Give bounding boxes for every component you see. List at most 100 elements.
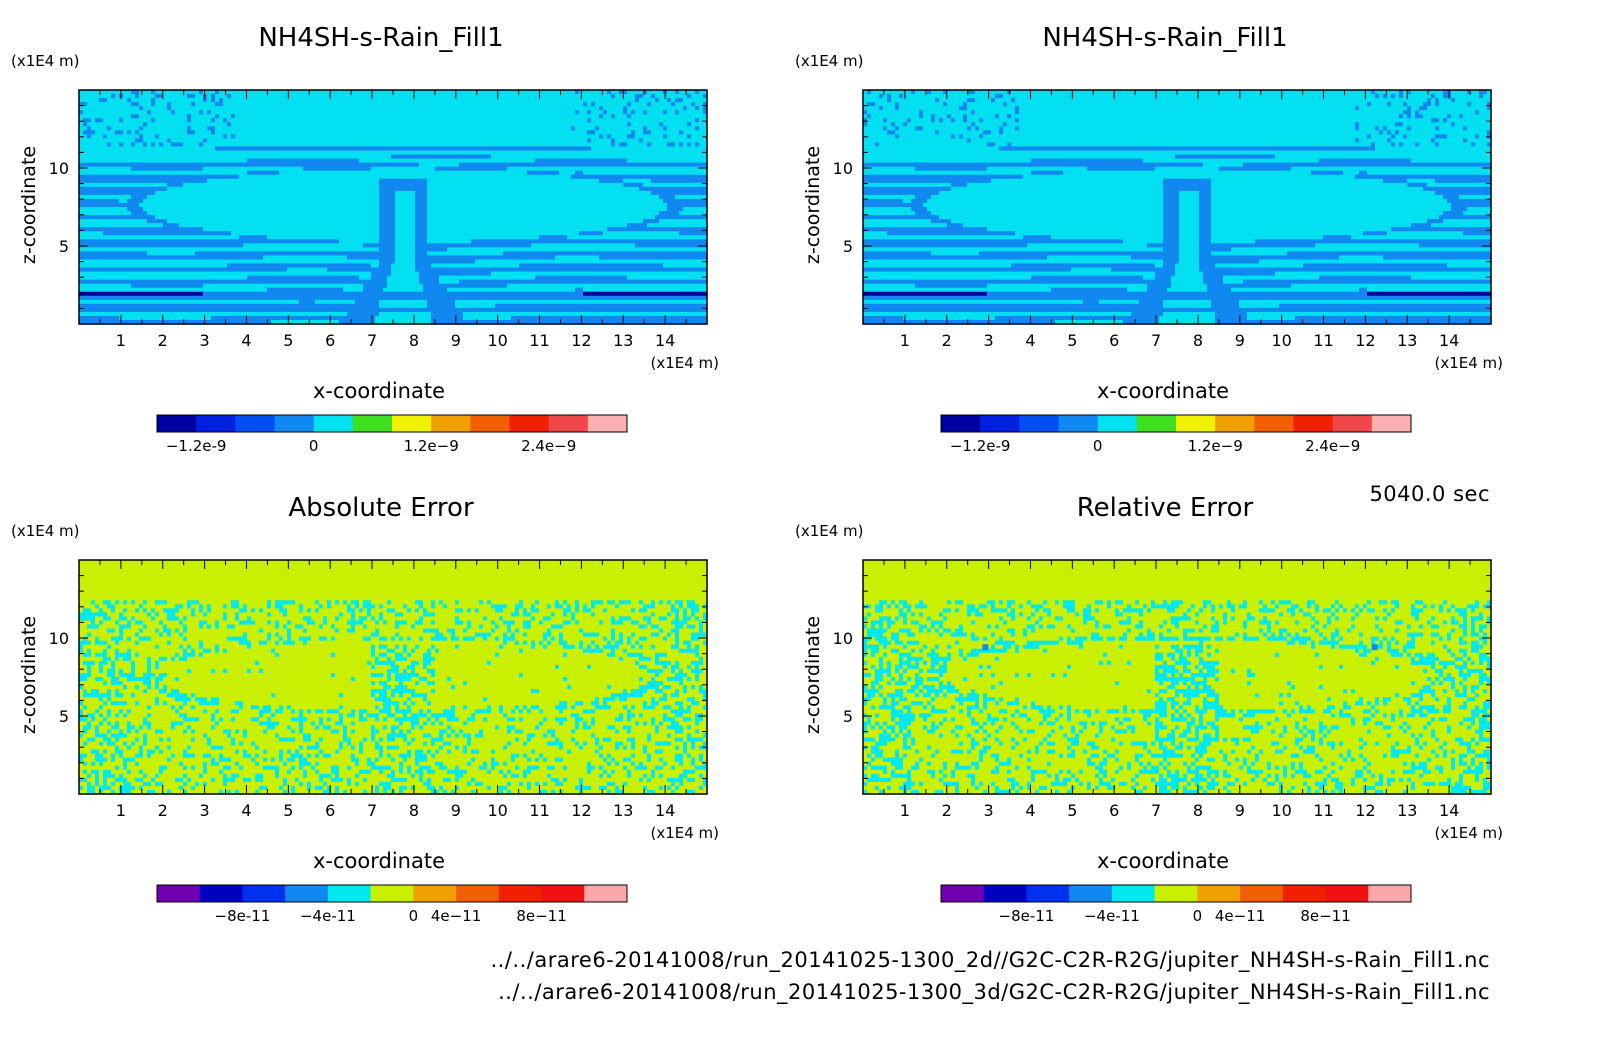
heatmap-cell bbox=[151, 259, 156, 264]
heatmap-cell bbox=[103, 102, 108, 107]
heatmap-cell bbox=[203, 195, 208, 200]
heatmap-cell bbox=[267, 159, 272, 164]
heatmap-cell bbox=[271, 106, 276, 111]
heatmap-cell bbox=[283, 255, 288, 260]
heatmap-cell bbox=[383, 316, 388, 321]
heatmap-cell bbox=[387, 207, 392, 212]
heatmap-cell bbox=[375, 151, 380, 156]
heatmap-cell bbox=[359, 138, 364, 143]
heatmap-cell bbox=[363, 167, 368, 172]
heatmap-cell bbox=[207, 118, 212, 123]
heatmap-cell bbox=[87, 284, 92, 289]
heatmap-cell bbox=[267, 110, 272, 115]
heatmap-cell bbox=[247, 215, 252, 220]
heatmap-cell bbox=[187, 98, 192, 103]
heatmap-cell bbox=[295, 167, 300, 172]
heatmap-cell bbox=[155, 292, 160, 297]
heatmap-cell bbox=[399, 155, 404, 160]
heatmap-cell bbox=[155, 296, 160, 301]
heatmap-cell bbox=[319, 146, 324, 151]
heatmap-cell bbox=[395, 122, 400, 127]
heatmap-cell bbox=[267, 134, 272, 139]
heatmap-cell bbox=[191, 122, 196, 127]
heatmap-cell bbox=[415, 316, 420, 321]
heatmap-cell bbox=[111, 251, 116, 256]
heatmap-cell bbox=[83, 122, 88, 127]
heatmap-cell bbox=[223, 272, 228, 277]
heatmap-cell bbox=[295, 102, 300, 107]
heatmap-cell bbox=[371, 118, 376, 123]
heatmap-cell bbox=[231, 247, 236, 252]
heatmap-cell bbox=[415, 263, 420, 268]
heatmap-cell bbox=[379, 191, 384, 196]
heatmap-cell bbox=[363, 155, 368, 160]
heatmap-cell bbox=[307, 179, 312, 184]
heatmap-cell bbox=[155, 239, 160, 244]
heatmap-cell bbox=[395, 159, 400, 164]
heatmap-cell bbox=[283, 227, 288, 232]
heatmap-cell bbox=[363, 98, 368, 103]
heatmap-cell bbox=[343, 195, 348, 200]
heatmap-cell bbox=[227, 300, 232, 305]
heatmap-cell bbox=[219, 280, 224, 285]
heatmap-cell bbox=[375, 312, 380, 317]
heatmap-cell bbox=[95, 296, 100, 301]
heatmap-cell bbox=[91, 268, 96, 273]
heatmap-cell bbox=[259, 223, 264, 228]
heatmap-cell bbox=[311, 263, 316, 268]
heatmap-cell bbox=[379, 276, 384, 281]
heatmap-cell bbox=[279, 259, 284, 264]
heatmap-cell bbox=[91, 110, 96, 115]
heatmap-cell bbox=[415, 138, 420, 143]
heatmap-cell bbox=[203, 231, 208, 236]
heatmap-cell bbox=[235, 98, 240, 103]
heatmap-cell bbox=[391, 138, 396, 143]
heatmap-cell bbox=[103, 280, 108, 285]
heatmap-cell bbox=[419, 300, 424, 305]
heatmap-cell bbox=[391, 142, 396, 147]
heatmap-cell bbox=[219, 296, 224, 301]
heatmap-cell bbox=[419, 227, 424, 232]
heatmap-cell bbox=[343, 191, 348, 196]
heatmap-cell bbox=[183, 118, 188, 123]
heatmap-cell bbox=[191, 106, 196, 111]
heatmap-cell bbox=[95, 300, 100, 305]
heatmap-cell bbox=[347, 163, 352, 168]
heatmap-cell bbox=[355, 126, 360, 131]
heatmap-cell bbox=[203, 251, 208, 256]
heatmap-cell bbox=[159, 255, 164, 260]
heatmap-cell bbox=[199, 155, 204, 160]
heatmap-cell bbox=[115, 223, 120, 228]
heatmap-cell bbox=[131, 207, 136, 212]
heatmap-cell bbox=[171, 203, 176, 208]
heatmap-cell bbox=[139, 163, 144, 168]
heatmap-cell bbox=[247, 292, 252, 297]
heatmap-cell bbox=[395, 183, 400, 188]
heatmap-cell bbox=[287, 251, 292, 256]
heatmap-cell bbox=[363, 126, 368, 131]
heatmap-cell bbox=[223, 138, 228, 143]
heatmap-cell bbox=[339, 239, 344, 244]
heatmap-cell bbox=[383, 142, 388, 147]
heatmap-cell bbox=[351, 247, 356, 252]
heatmap-cell bbox=[251, 308, 256, 313]
heatmap-cell bbox=[251, 304, 256, 309]
heatmap-cell bbox=[407, 272, 412, 277]
heatmap-cell bbox=[87, 126, 92, 131]
heatmap-cell bbox=[119, 247, 124, 252]
heatmap-cell bbox=[387, 227, 392, 232]
heatmap-cell bbox=[419, 259, 424, 264]
heatmap-cell bbox=[387, 300, 392, 305]
heatmap-cell bbox=[163, 122, 168, 127]
heatmap-cell bbox=[243, 203, 248, 208]
heatmap-cell bbox=[275, 288, 280, 293]
heatmap-cell bbox=[231, 280, 236, 285]
heatmap-cell bbox=[299, 175, 304, 180]
heatmap-cell bbox=[299, 308, 304, 313]
heatmap-cell bbox=[99, 292, 104, 297]
heatmap-cell bbox=[247, 312, 252, 317]
heatmap-cell bbox=[375, 251, 380, 256]
heatmap-cell bbox=[291, 284, 296, 289]
heatmap-cell bbox=[207, 138, 212, 143]
heatmap-cell bbox=[183, 284, 188, 289]
